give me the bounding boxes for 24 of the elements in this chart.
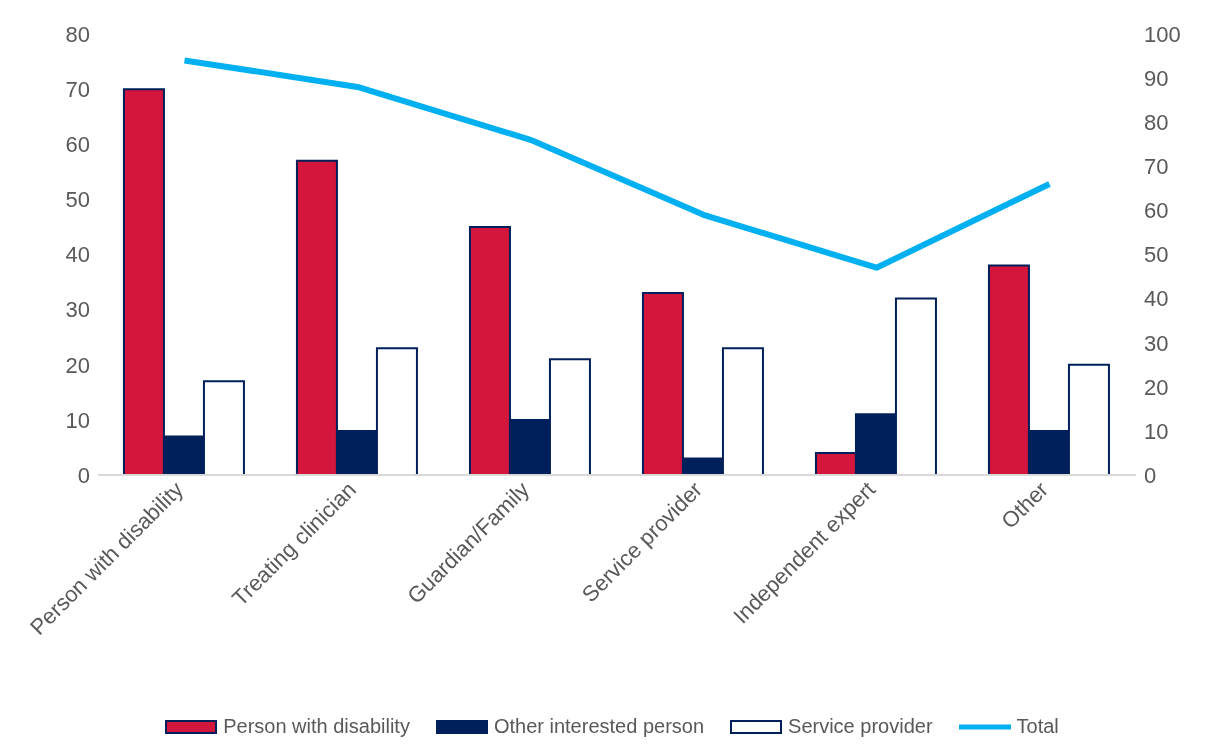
legend-label: Other interested person xyxy=(492,715,705,738)
y2-tick-label: 80 xyxy=(1144,110,1169,136)
y2-tick-label: 0 xyxy=(1144,462,1157,488)
y2-tick-label: 30 xyxy=(1144,330,1169,356)
y2-tick-label: 20 xyxy=(1144,374,1169,400)
y2-tick-label: 100 xyxy=(1144,21,1181,47)
legend-label: Service provider xyxy=(787,715,933,738)
y-tick-label: 60 xyxy=(65,132,90,158)
y2-tick-label: 50 xyxy=(1144,242,1169,268)
legend-label: Person with disability xyxy=(222,715,410,738)
y-tick-label: 40 xyxy=(65,242,90,268)
y-tick-label: 80 xyxy=(65,21,90,47)
y-tick-label: 30 xyxy=(65,297,90,323)
y2-tick-label: 10 xyxy=(1144,418,1169,444)
y2-tick-label: 70 xyxy=(1144,154,1169,180)
y-tick-label: 20 xyxy=(65,352,90,378)
y-tick-label: 50 xyxy=(65,187,90,213)
legend-label: Total xyxy=(1015,715,1059,738)
y-tick-label: 0 xyxy=(77,462,90,488)
y2-tick-label: 40 xyxy=(1144,286,1169,312)
y-tick-label: 70 xyxy=(65,76,90,102)
y2-tick-label: 60 xyxy=(1144,198,1169,224)
y2-tick-label: 90 xyxy=(1144,65,1169,91)
y-tick-label: 10 xyxy=(65,407,90,433)
